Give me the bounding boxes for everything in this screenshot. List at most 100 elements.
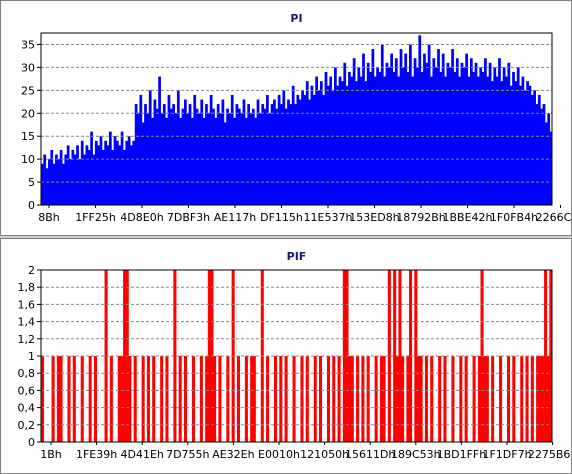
pif-bar [244,356,248,442]
pi-bar [484,58,487,206]
pif-bar [165,356,169,442]
pi-bar [73,154,77,205]
pif-bar [438,356,442,442]
pi-bar [317,90,321,205]
pi-bar [331,90,335,205]
pi-x-tick-label: 11E537h [304,211,353,224]
pif-bar [226,356,230,442]
pi-bar [528,85,532,205]
pif-bar [546,356,550,442]
pif-bar [356,356,360,442]
pif-bar [395,356,399,442]
pi-bar [104,140,108,205]
pi-bar [348,71,351,206]
pif-bar [393,270,397,442]
pi-x-tick-label: 18792Bh [396,211,446,224]
pi-bar [460,62,464,206]
pi-bar [329,76,333,205]
pi-bar [284,108,288,205]
pi-bar [179,117,183,205]
pi-bar [364,81,368,205]
pif-bar [128,356,132,442]
pi-bar [291,85,295,205]
pi-bar [469,58,473,206]
pi-x-tick-label: AE117h [214,211,256,224]
pi-bar [458,76,461,205]
pi-bar [251,108,255,205]
pi-bar [413,58,417,206]
pi-bar [195,108,199,205]
pif-bar [266,356,270,442]
pi-bar [493,67,497,206]
pif-bar [319,356,323,442]
pi-bar [341,81,344,205]
pi-y-tick-label: 10 [21,153,35,166]
pi-bar [90,131,93,205]
pi-bar [188,104,192,205]
pif-bar [342,270,346,442]
pi-chart: PI 0 5 10 15 20 25 30 35 8Bh 1FF25h 4D8E0h 7DBF3h AE1… [21,12,571,224]
pi-bar [305,81,309,205]
pif-bar [409,270,413,442]
pi-bar [409,44,412,205]
pif-bar [292,356,296,442]
pi-bar [80,140,84,205]
pif-bar [348,356,352,442]
pi-bar [526,81,529,205]
pi-bar [481,71,485,206]
pif-x-tick-label: 189C53h [391,448,441,461]
pi-y-tick-label: 20 [21,107,35,120]
pi-bar [43,154,47,205]
pi-bar [78,159,82,205]
pif-y-tick-label: 0,2 [18,419,36,432]
pi-bar [418,35,422,205]
pif-bar [120,356,124,442]
pi-bar [507,62,511,206]
pi-bar [50,149,54,205]
pi-bar [249,113,253,205]
pi-bar [455,58,459,206]
pif-x-tick-label: 1BD1FFh [437,448,487,461]
pi-bar [378,71,382,206]
pi-bar [423,53,426,205]
pif-y-tick-label: 0 [28,436,35,449]
pif-bar [56,356,60,442]
pi-bar [200,99,204,205]
pif-bar [218,356,222,442]
pi-bar [280,104,283,205]
pif-bar [72,356,76,442]
pif-bar [300,356,304,442]
pif-bar [398,270,402,442]
pi-bar [312,94,316,205]
pif-bar [191,356,195,442]
pi-bar [108,131,112,205]
pi-bar [214,117,218,205]
pi-bar [308,99,311,205]
pi-bar [87,149,91,205]
pi-bar [446,62,450,206]
pi-bar [169,108,173,205]
pif-plot-frame [40,269,553,443]
pi-bar [394,58,398,206]
pif-bar [379,356,383,442]
pi-bar [144,104,147,205]
pi-bar [390,53,393,205]
pif-bar [80,356,84,442]
pif-bar [88,356,92,442]
pi-bar [338,76,342,205]
pi-bar [310,85,314,205]
pif-bar [443,356,447,442]
pi-bar [202,117,206,205]
pi-bar [523,90,527,205]
pi-bar [261,104,265,205]
pif-y-tick-label: 1 [28,350,35,363]
pif-bar [313,356,317,442]
pif-chart: PIF 0 0,2 0,4 0,6 0,8 1 1,2 1,4 1,6 1,8 2 1Bh 1FE39h 4… [18,250,572,461]
pi-bar [371,49,375,205]
pif-bar [350,356,354,442]
pi-bar [519,85,522,205]
pi-bar [111,149,115,205]
pi-x-tick-label: 1BBE42h [442,211,492,224]
pi-x-tick-label: 7DBF3h [167,211,210,224]
pi-bar [118,145,122,205]
